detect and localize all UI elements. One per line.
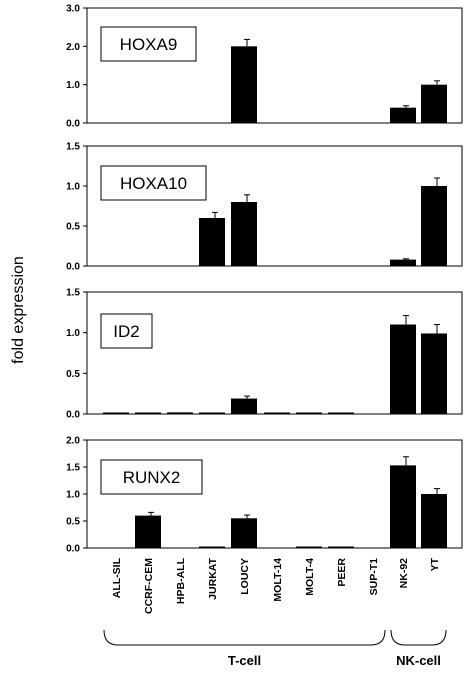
x-tick-label: LOUCY bbox=[239, 558, 251, 595]
group-bracket bbox=[390, 629, 447, 646]
bar-loucy bbox=[231, 518, 257, 548]
bar-nk-92 bbox=[390, 107, 416, 123]
y-axis-label: fold expression bbox=[10, 256, 27, 364]
panels: 0.01.02.03.0HOXA90.00.51.01.5HOXA100.00.… bbox=[66, 4, 463, 555]
panel-hoxa10: 0.0 0.5 1.0 1.5 HOXA10 bbox=[66, 142, 463, 273]
x-tick-label: CCRF-CEM bbox=[143, 558, 155, 614]
bar-peer bbox=[328, 412, 354, 414]
x-tick-label: JURKAT bbox=[207, 557, 219, 599]
bar-all-sil bbox=[103, 412, 129, 414]
plot-frame bbox=[86, 145, 463, 267]
y-tick-label: 2.0 bbox=[66, 42, 80, 53]
group-label: NK-cell bbox=[396, 653, 441, 668]
bar-jurkat bbox=[199, 218, 225, 266]
bar-molt-14 bbox=[264, 412, 290, 414]
panel-hoxa9: 0.0 1.0 2.0 3.0 HOXA9 bbox=[66, 4, 463, 130]
gene-label-box bbox=[100, 26, 197, 62]
gene-label: HOXA10 bbox=[120, 174, 187, 193]
bar-yt bbox=[421, 84, 447, 123]
plot-frame bbox=[86, 7, 463, 124]
bar-molt-4 bbox=[296, 546, 322, 548]
gene-label-box bbox=[100, 459, 203, 495]
y-tick-label: 1.5 bbox=[66, 463, 80, 474]
gene-label-box bbox=[100, 313, 153, 349]
panel-id2: 0.0 0.5 1.0 1.5 ID2 bbox=[66, 288, 463, 421]
y-tick-label: 1.0 bbox=[66, 328, 80, 339]
y-tick-label: 0.0 bbox=[66, 410, 80, 421]
gene-label: RUNX2 bbox=[123, 468, 181, 487]
y-tick-label: 0.5 bbox=[66, 369, 80, 380]
x-tick-label: SUP-T1 bbox=[368, 558, 380, 596]
y-tick-label: 0.0 bbox=[66, 262, 80, 273]
x-tick-label: HPB-ALL bbox=[175, 557, 187, 604]
bar-ccrf-cem bbox=[135, 412, 161, 414]
bar-yt bbox=[421, 333, 447, 414]
gene-label: HOXA9 bbox=[120, 35, 178, 54]
bar-peer bbox=[328, 546, 354, 548]
x-tick-label: YT bbox=[429, 557, 441, 571]
gene-label: ID2 bbox=[113, 322, 139, 341]
bar-loucy bbox=[231, 398, 257, 414]
x-tick-label: ALL-SIL bbox=[111, 557, 123, 598]
group-brackets: T-cell NK-cell bbox=[103, 629, 447, 668]
bar-molt-4 bbox=[296, 412, 322, 414]
bar-nk-92 bbox=[390, 324, 416, 414]
y-tick-label: 0.0 bbox=[66, 119, 80, 130]
bar-hpb-all bbox=[167, 412, 193, 414]
x-tick-label: NK-92 bbox=[398, 558, 410, 589]
x-tick-labels: ALL-SIL CCRF-CEM HPB-ALL JURKAT LOUCY MOLT-14… bbox=[111, 557, 441, 614]
y-tick-label: 0.5 bbox=[66, 222, 80, 233]
bar-nk-92 bbox=[390, 259, 416, 266]
x-tick-label: MOLT-4 bbox=[304, 558, 316, 596]
bar-yt bbox=[421, 186, 447, 266]
x-tick-label: MOLT-14 bbox=[272, 558, 284, 602]
y-tick-label: 3.0 bbox=[66, 4, 80, 15]
bar-loucy bbox=[231, 46, 257, 124]
y-tick-label: 0.5 bbox=[66, 517, 80, 528]
bar-jurkat bbox=[199, 412, 225, 414]
y-tick-label: 1.0 bbox=[66, 490, 80, 501]
x-tick-label: PEER bbox=[336, 558, 348, 587]
y-tick-label: 2.0 bbox=[66, 436, 80, 447]
bar-loucy bbox=[231, 202, 257, 266]
group-label: T-cell bbox=[228, 653, 261, 668]
panel-runx2: 0.0 0.5 1.0 1.5 2.0 RUNX2 bbox=[66, 436, 463, 555]
bar-ccrf-cem bbox=[135, 515, 161, 548]
gene-label-box bbox=[100, 165, 207, 201]
bar-nk-92 bbox=[390, 465, 416, 548]
y-tick-label: 1.0 bbox=[66, 182, 80, 193]
bar-jurkat bbox=[199, 546, 225, 548]
group-bracket bbox=[103, 629, 386, 646]
bar-yt bbox=[421, 494, 447, 548]
y-tick-label: 0.0 bbox=[66, 544, 80, 555]
y-tick-label: 1.0 bbox=[66, 80, 80, 91]
y-tick-label: 1.5 bbox=[66, 142, 80, 153]
y-tick-label: 1.5 bbox=[66, 288, 80, 299]
